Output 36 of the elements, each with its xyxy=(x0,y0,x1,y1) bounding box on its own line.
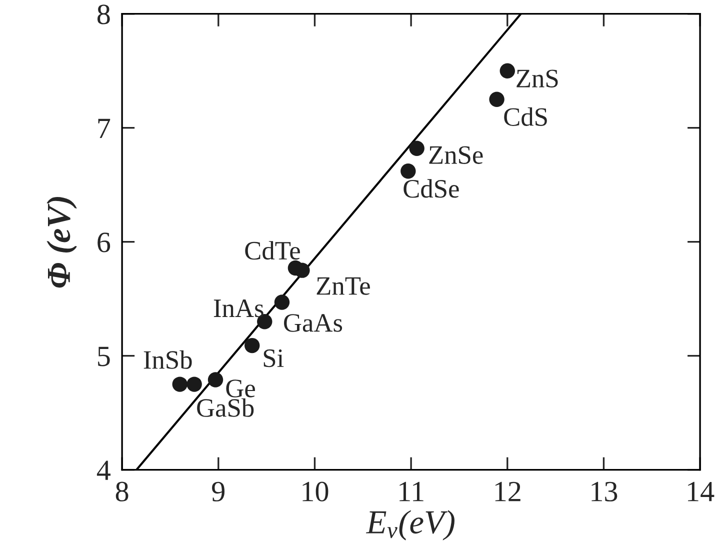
x-tick-label: 11 xyxy=(400,482,424,502)
x-tick-label: 13 xyxy=(592,482,618,502)
y-tick-label: 7 xyxy=(98,118,110,138)
annotation: CdSe xyxy=(404,179,459,198)
annotation: GaAs xyxy=(284,314,342,332)
point xyxy=(186,376,202,392)
x-tick-label: 8 xyxy=(116,482,128,502)
annotation: Ge xyxy=(226,380,255,398)
x-tick-label: 12 xyxy=(495,482,520,502)
annotation: CdS xyxy=(504,107,547,126)
point xyxy=(294,262,310,278)
point xyxy=(244,338,260,354)
y-tick-label: 8 xyxy=(97,4,110,24)
point xyxy=(500,63,515,78)
annotation: InAs xyxy=(214,300,264,318)
y-axis-title: Φ (eV) xyxy=(46,197,77,288)
x-axis-title: E$_{v}$(eV) xyxy=(366,510,454,540)
annotation: GaSb xyxy=(197,398,254,417)
annotation: ZnTe xyxy=(316,277,370,295)
x-tick-label: 14 xyxy=(688,482,714,502)
point xyxy=(409,140,424,156)
y-tick-label: 5 xyxy=(98,346,110,366)
point xyxy=(400,164,416,179)
annotation: ZnSe xyxy=(429,146,483,164)
point xyxy=(208,372,224,388)
annotation: ZnS xyxy=(516,70,558,88)
point xyxy=(274,294,290,310)
point xyxy=(172,376,188,392)
y-tick-label: 4 xyxy=(96,460,110,480)
annotation: Si xyxy=(264,349,284,368)
y-tick-label: 6 xyxy=(98,232,110,252)
x-tick-label: 10 xyxy=(302,482,328,502)
point xyxy=(489,92,504,107)
annotation: CdTe xyxy=(245,241,300,260)
x-tick-label: 9 xyxy=(212,482,224,502)
annotation: InSb xyxy=(144,350,192,369)
